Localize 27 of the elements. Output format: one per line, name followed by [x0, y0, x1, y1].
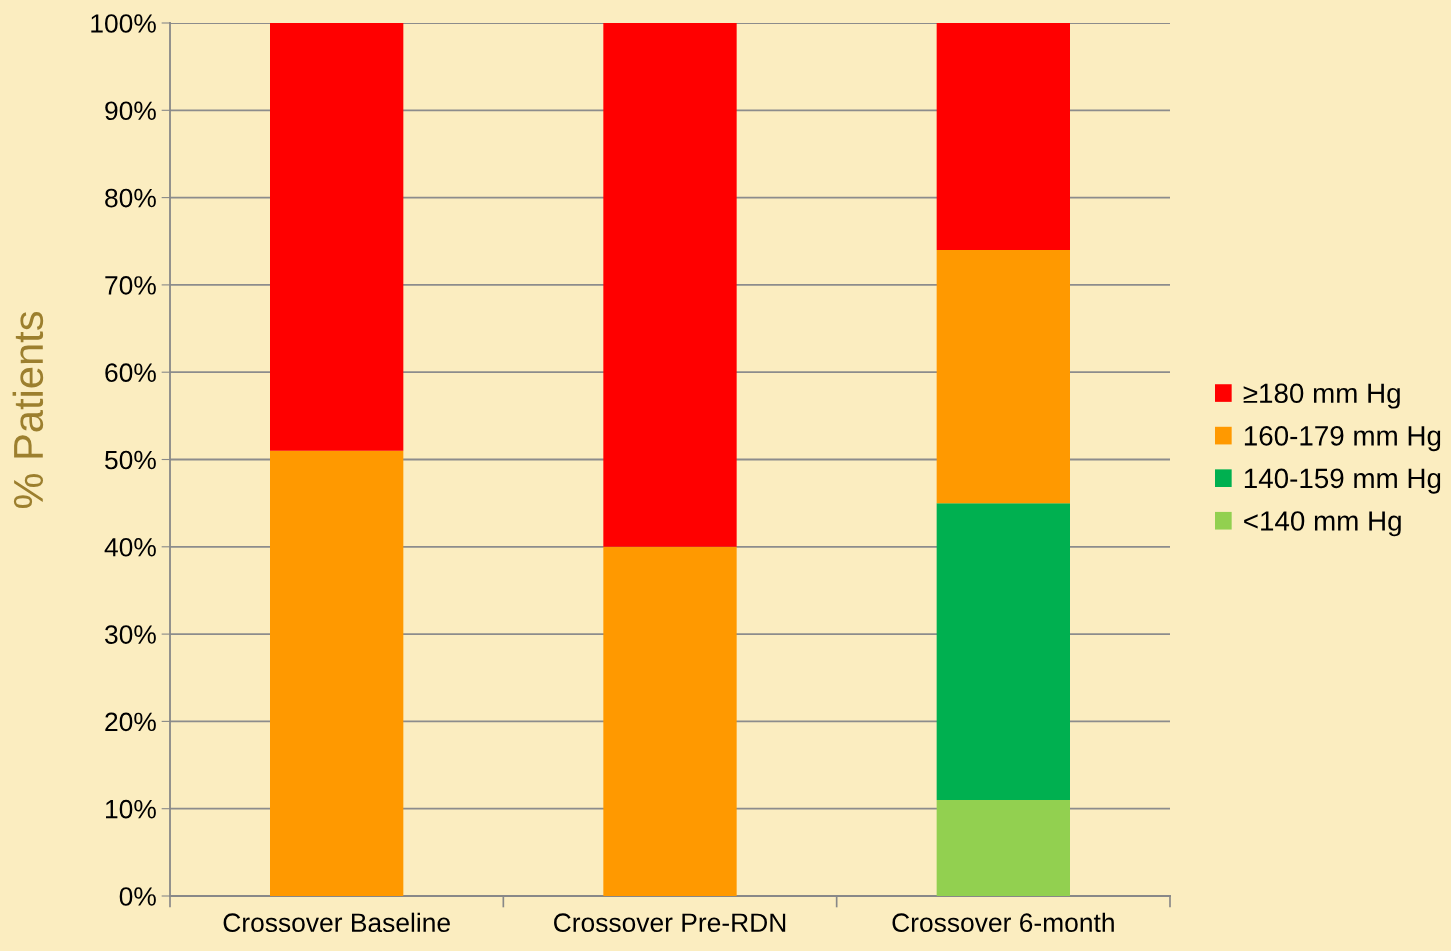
y-tick-label: 60% [105, 363, 156, 383]
legend-label: ≥180 mm Hg [1243, 383, 1400, 409]
y-tick-label: 80% [105, 188, 156, 208]
y-tick-label: 70% [105, 276, 156, 295]
bar [603, 546, 737, 896]
x-tick-label: Crossover Baseline [223, 912, 450, 933]
y-tick-label: 100% [91, 14, 156, 33]
legend-label: 140-159 mm Hg [1244, 468, 1441, 494]
bar [936, 23, 1070, 250]
legend-label: 160-179 mm Hg [1244, 426, 1441, 452]
y-tick-label: 30% [105, 625, 156, 644]
bar [270, 23, 404, 451]
y-tick-label: 20% [105, 712, 156, 732]
y-tick-label: 10% [106, 799, 156, 819]
bar [936, 503, 1070, 800]
x-tick-label: Crossover 6-month [892, 912, 1114, 933]
bar [936, 249, 1070, 504]
x-tick-label: Crossover Pre-RDN [554, 913, 786, 933]
y-tick-label: 50% [105, 450, 156, 470]
bar [270, 450, 404, 896]
legend-label: <140 mm Hg [1244, 511, 1401, 537]
bar [936, 799, 1070, 896]
y-axis-title: % Patients [12, 311, 44, 509]
bar [603, 23, 737, 547]
y-tick-label: 40% [104, 537, 156, 557]
y-tick-label: 90% [105, 101, 156, 121]
y-tick-label: 0% [119, 887, 156, 906]
